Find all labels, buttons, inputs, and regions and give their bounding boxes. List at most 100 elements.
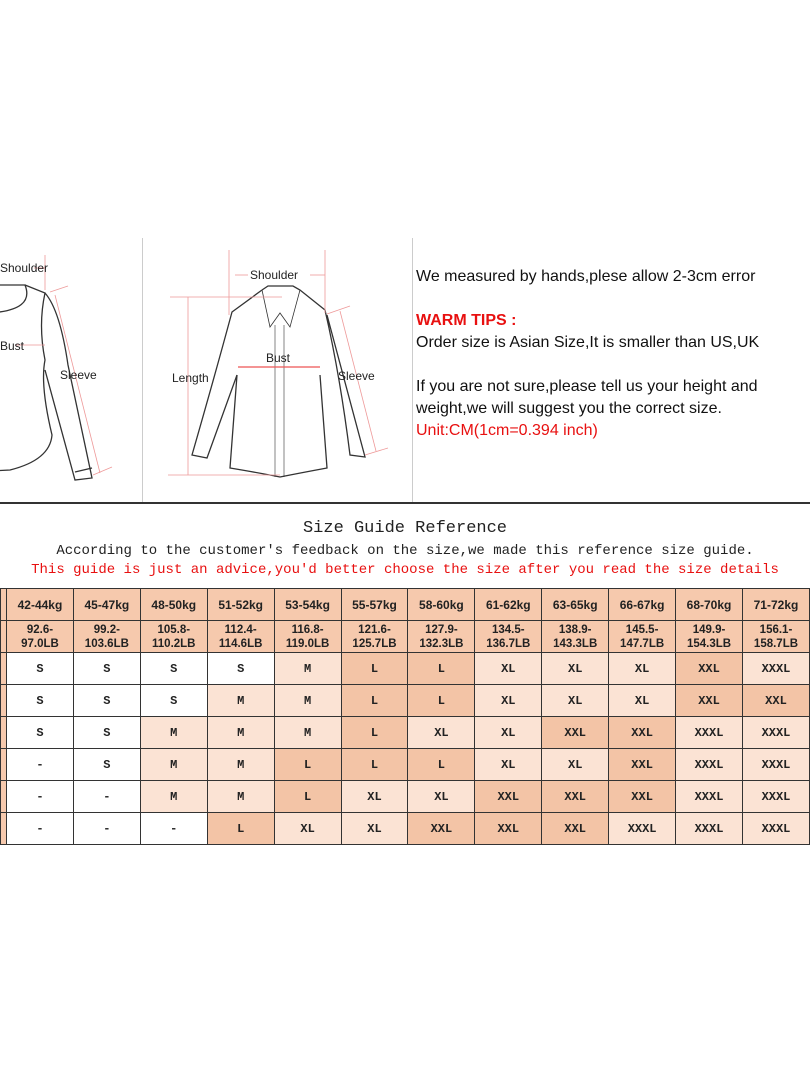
size-cell: M	[139, 716, 208, 749]
size-cell: S	[139, 652, 208, 685]
guide-title: Size Guide Reference	[302, 519, 508, 538]
size-cell: S	[72, 748, 141, 781]
size-cell: -	[139, 812, 208, 845]
size-cell: -	[6, 812, 74, 845]
size-cell: L	[340, 652, 409, 685]
size-cell: M	[273, 716, 342, 749]
lb-header-cell: 138.9-143.3LB	[541, 620, 610, 653]
size-cell: XXL	[608, 716, 677, 749]
unit-note: Unit:CM(1cm=0.394 inch)	[416, 422, 598, 439]
size-cell: XXXL	[741, 716, 810, 749]
kg-header-cell: 48-50kg	[139, 588, 208, 621]
size-cell: L	[340, 748, 409, 781]
size-cell: -	[6, 780, 74, 813]
size-cell: XXXL	[741, 780, 810, 813]
size-cell: XXXL	[741, 748, 810, 781]
lb-header-cell: 92.6-97.0LB	[6, 620, 74, 653]
size-cell: S	[6, 716, 74, 749]
right-length-label: Length	[172, 371, 209, 385]
left-shirt-drawing	[0, 284, 93, 481]
size-table: 42-44kg 45-47kg 48-50kg 51-52kg 53-54kg 55-57…	[0, 588, 810, 845]
lb-header-cell: 105.8-110.2LB	[139, 620, 208, 653]
size-cell: XXL	[541, 780, 610, 813]
suggest-note-2: weight,we will suggest you the correct s…	[416, 400, 722, 417]
kg-header-cell: 55-57kg	[340, 588, 409, 621]
size-cell: L	[273, 780, 342, 813]
table-row: S S S S M L L XL XL XL XXL XXXL	[0, 652, 810, 685]
measure-note: We measured by hands,plese allow 2-3cm e…	[416, 268, 756, 285]
guide-warning: This guide is just an advice,you'd bette…	[31, 562, 779, 578]
size-cell: -	[72, 780, 141, 813]
left-bust-label: Bust	[0, 339, 25, 353]
kg-header-cell: 63-65kg	[541, 588, 610, 621]
size-cell: L	[407, 684, 476, 717]
size-cell: -	[6, 748, 74, 781]
garment-diagrams	[0, 250, 389, 481]
size-cell: M	[206, 716, 275, 749]
guide-subtitle: According to the customer's feedback on …	[56, 543, 754, 559]
size-cell: M	[206, 780, 275, 813]
size-cell: XXL	[541, 716, 610, 749]
size-cell: S	[206, 652, 275, 685]
kg-header-cell: 71-72kg	[741, 588, 810, 621]
divider	[412, 238, 413, 502]
size-cell: M	[206, 748, 275, 781]
size-cell: XL	[541, 652, 610, 685]
size-cell: XL	[340, 780, 409, 813]
lb-header-cell: 149.9-154.3LB	[675, 620, 743, 653]
lb-header-cell: 116.8-119.0LB	[273, 620, 342, 653]
weight-kg-row: 42-44kg 45-47kg 48-50kg 51-52kg 53-54kg 55-57…	[0, 588, 810, 621]
kg-header-cell: 68-70kg	[675, 588, 743, 621]
lb-header-cell: 134.5-136.7LB	[474, 620, 543, 653]
size-cell: XXL	[675, 684, 743, 717]
lb-header-cell: 99.2-103.6LB	[72, 620, 141, 653]
left-shoulder-label: Shoulder	[0, 261, 49, 275]
right-sleeve-label: Sleeve	[338, 369, 375, 383]
size-cell: XXL	[541, 812, 610, 845]
size-cell: S	[139, 684, 208, 717]
size-cell: XL	[474, 716, 543, 749]
size-cell: L	[407, 652, 476, 685]
table-row: - S M M L L L XL XL XXL XXXL XXXL	[0, 748, 810, 781]
size-cell: -	[72, 812, 141, 845]
left-sleeve-label: Sleeve	[60, 368, 97, 382]
size-cell: M	[273, 684, 342, 717]
size-cell: M	[206, 684, 275, 717]
size-cell: XXL	[407, 812, 476, 845]
size-cell: S	[6, 684, 74, 717]
size-cell: XXXL	[741, 812, 810, 845]
kg-header-cell: 61-62kg	[474, 588, 543, 621]
divider	[142, 238, 143, 502]
section-divider	[0, 502, 810, 504]
size-cell: L	[273, 748, 342, 781]
size-cell: XXL	[675, 652, 743, 685]
size-cell: XXXL	[675, 780, 743, 813]
size-cell: XXXL	[675, 748, 743, 781]
size-cell: XXL	[741, 684, 810, 717]
size-cell: M	[273, 652, 342, 685]
size-cell: S	[72, 684, 141, 717]
lb-header-cell: 156.1-158.7LB	[741, 620, 810, 653]
size-cell: XL	[340, 812, 409, 845]
size-cell: XL	[474, 684, 543, 717]
table-row: - - M M L XL XL XXL XXL XXL XXXL XXXL	[0, 780, 810, 813]
size-cell: XL	[541, 748, 610, 781]
size-cell: XXL	[608, 748, 677, 781]
kg-header-cell: 42-44kg	[6, 588, 74, 621]
row-label-cell	[0, 812, 7, 845]
kg-header-cell: 53-54kg	[273, 588, 342, 621]
kg-header-cell: 45-47kg	[72, 588, 141, 621]
size-cell: XXXL	[741, 652, 810, 685]
size-cell: XL	[474, 748, 543, 781]
warm-tips-heading: WARM TIPS :	[416, 312, 517, 329]
asian-size-note: Order size is Asian Size,It is smaller t…	[416, 334, 760, 351]
lb-header-cell: 121.6-125.7LB	[340, 620, 409, 653]
kg-header-cell: 58-60kg	[407, 588, 476, 621]
size-cell: M	[139, 780, 208, 813]
size-cell: S	[6, 652, 74, 685]
size-cell: M	[139, 748, 208, 781]
kg-header-cell: 51-52kg	[206, 588, 275, 621]
size-cell: XL	[541, 684, 610, 717]
kg-header-cell: 66-67kg	[608, 588, 677, 621]
size-cell: L	[206, 812, 275, 845]
